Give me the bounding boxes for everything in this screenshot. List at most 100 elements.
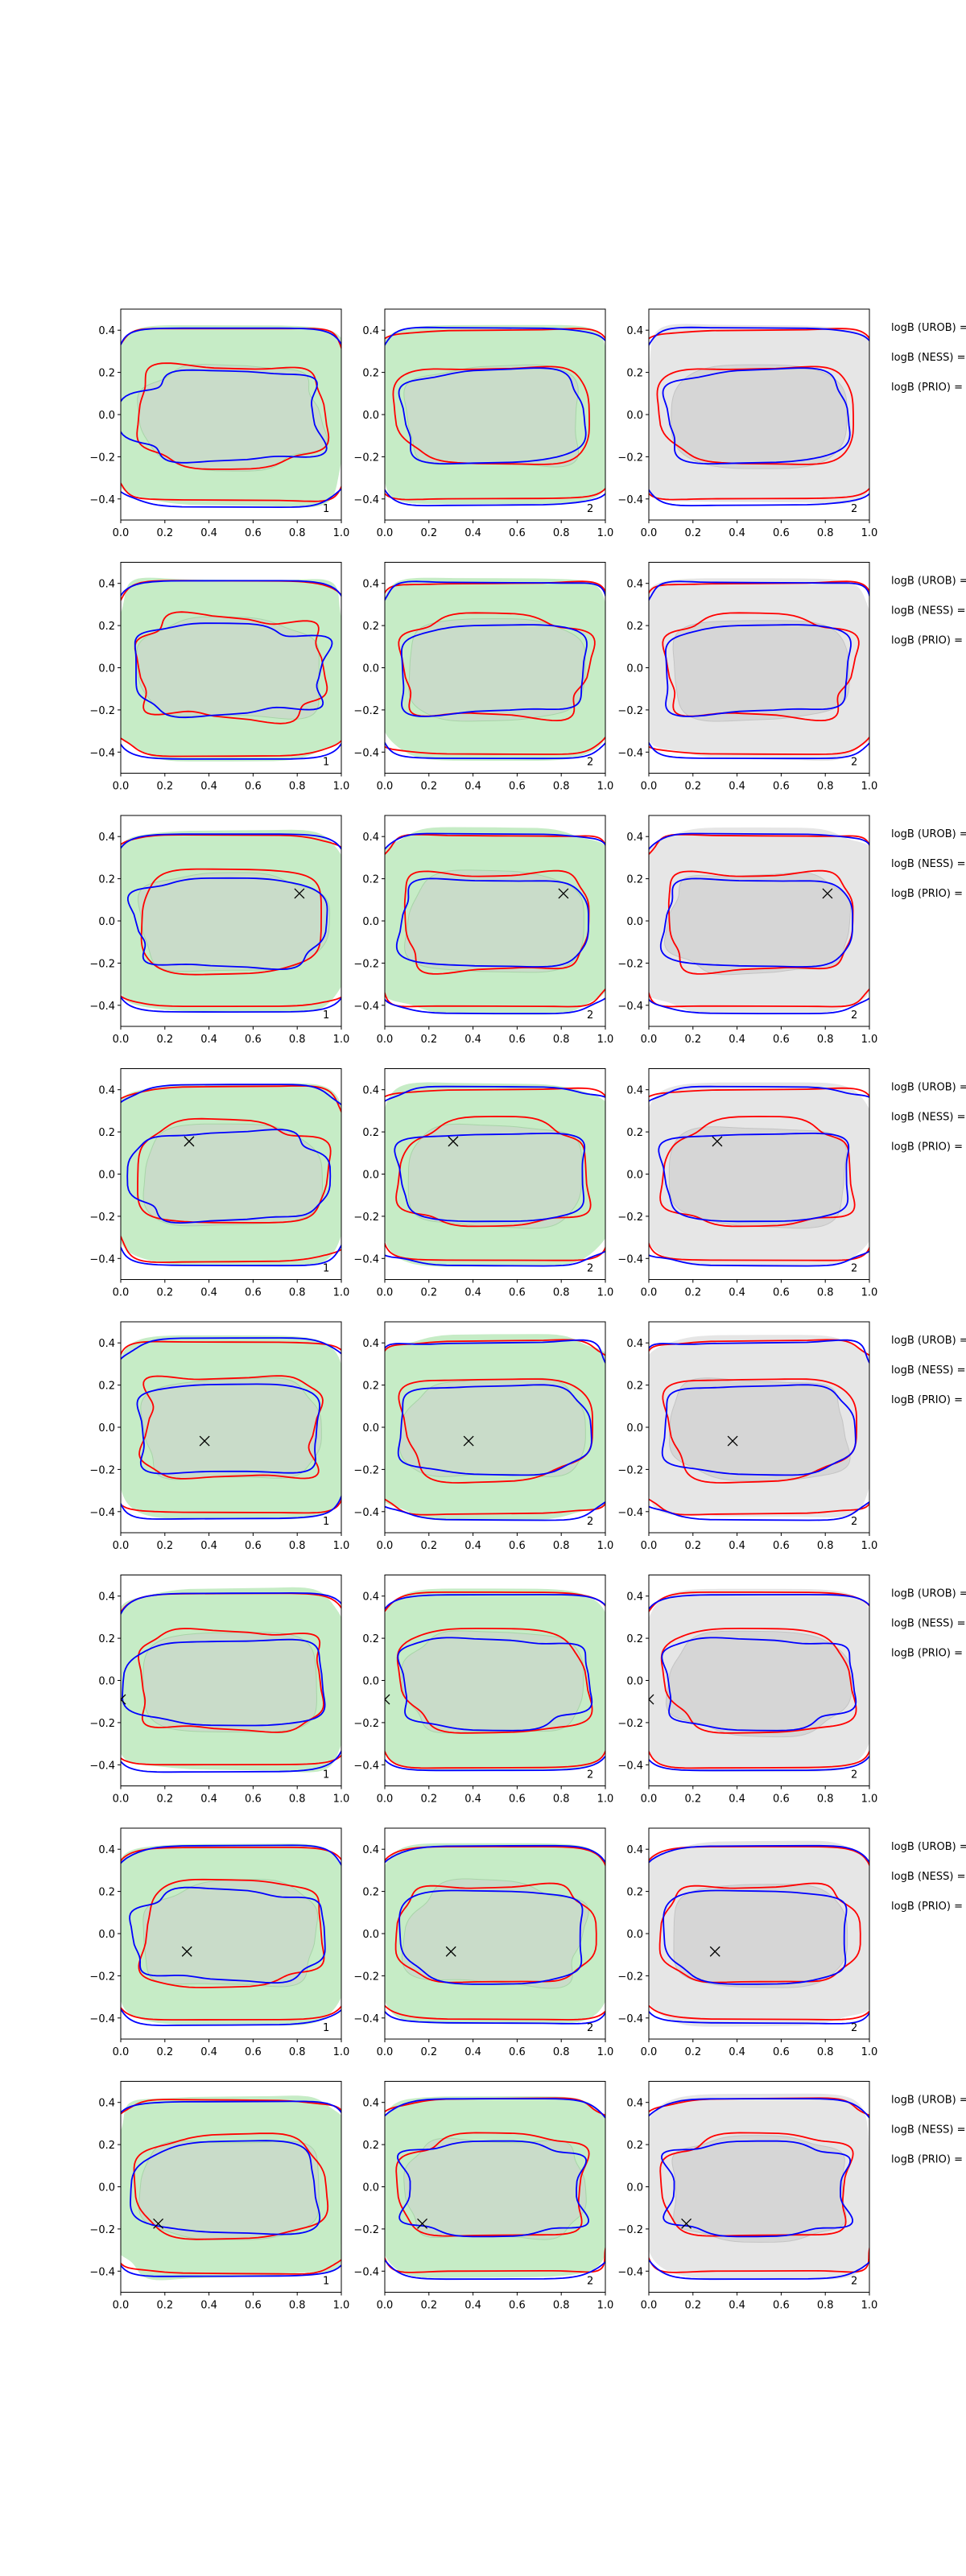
y-tick-label: −0.2 bbox=[353, 452, 379, 464]
x-tick-label: 0.8 bbox=[553, 1287, 570, 1299]
x-tick-label: 0.2 bbox=[156, 527, 173, 539]
inner-density-region bbox=[403, 364, 579, 468]
side-label: logB (UROB) = bbox=[891, 1335, 966, 1347]
red-inner-contour bbox=[138, 1878, 325, 1988]
x-tick-label: 0.6 bbox=[773, 1287, 790, 1299]
y-tick-label: 0.4 bbox=[98, 2098, 115, 2110]
blue-inner-contour bbox=[127, 877, 328, 970]
x-tick-label: 0.6 bbox=[773, 527, 790, 539]
x-tick-label: 0.4 bbox=[200, 527, 217, 539]
y-tick-label: −0.4 bbox=[89, 2013, 115, 2025]
x-tick-label: 1.0 bbox=[333, 781, 350, 793]
y-tick-label: 0.2 bbox=[626, 1381, 643, 1393]
x-tick-label: 0.0 bbox=[377, 527, 394, 539]
y-tick-label: 0.0 bbox=[362, 410, 379, 422]
y-tick-label: 0.4 bbox=[98, 1591, 115, 1604]
y-tick-label: −0.4 bbox=[89, 1760, 115, 1772]
x-tick-label: 1.0 bbox=[333, 1794, 350, 1806]
blue-inner-contour bbox=[397, 2140, 590, 2238]
y-tick-label: 0.2 bbox=[362, 1887, 379, 1899]
corner-label: 2 bbox=[851, 1263, 857, 1275]
y-tick-label: 0.4 bbox=[98, 579, 115, 591]
red-inner-contour bbox=[656, 365, 855, 465]
y-tick-label: 0.0 bbox=[362, 916, 379, 928]
corner-label: 1 bbox=[323, 1516, 329, 1528]
x-tick-label: 0.2 bbox=[684, 781, 701, 793]
side-label: logB (PRIO) = bbox=[891, 1901, 963, 1913]
side-label: logB (PRIO) = bbox=[891, 2154, 963, 2166]
y-tick-label: −0.2 bbox=[89, 1464, 115, 1476]
y-tick-label: −0.2 bbox=[89, 1718, 115, 1730]
corner-label: 2 bbox=[851, 1769, 857, 1781]
corner-label: 2 bbox=[587, 1263, 593, 1275]
side-label: logB (NESS) = bbox=[891, 1112, 965, 1124]
side-label: logB (NESS) = bbox=[891, 605, 965, 617]
x-tick-label: 0.8 bbox=[817, 1287, 834, 1299]
subplot-r3-c2: 2 0.0 0.2 0.4 0.6 0.8 1.0 0.4 0.2 0.0 −0.2 −0.4 bbox=[353, 815, 613, 1046]
y-tick-label: 0.2 bbox=[362, 368, 379, 380]
y-tick-label: 0.4 bbox=[98, 832, 115, 844]
y-tick-label: 0.4 bbox=[626, 325, 643, 337]
inner-density-region bbox=[668, 1126, 847, 1229]
x-marker bbox=[181, 1946, 192, 1957]
subplot-r6-c1: 1 0.0 0.2 0.4 0.6 0.8 1.0 0.4 0.2 0.0 −0.2 −0.4 bbox=[89, 1575, 349, 1806]
y-tick-label: 0.0 bbox=[362, 1676, 379, 1688]
red-inner-contour bbox=[392, 365, 591, 465]
y-tick-label: 0.0 bbox=[98, 1170, 115, 1182]
y-tick-label: −0.2 bbox=[617, 1971, 643, 1983]
x-tick-label: 0.8 bbox=[289, 781, 306, 793]
inner-density-region bbox=[407, 1123, 583, 1229]
corner-label: 1 bbox=[323, 1263, 329, 1275]
blue-outer-contour bbox=[385, 1844, 605, 2025]
inner-density-region bbox=[403, 2137, 587, 2240]
y-tick-label: −0.4 bbox=[89, 1253, 115, 1265]
x-tick-label: 1.0 bbox=[597, 2300, 614, 2312]
x-tick-label: 0.4 bbox=[200, 1794, 217, 1806]
x-tick-label: 0.0 bbox=[113, 1034, 130, 1046]
x-tick-label: 0.4 bbox=[729, 1794, 745, 1806]
x-tick-label: 1.0 bbox=[861, 781, 878, 793]
side-label: logB (PRIO) = bbox=[891, 1394, 963, 1406]
y-tick-label: −0.2 bbox=[89, 958, 115, 970]
blue-inner-contour bbox=[661, 2140, 854, 2238]
x-tick-label: 0.6 bbox=[245, 2300, 262, 2312]
x-tick-label: 0.8 bbox=[817, 527, 834, 539]
x-marker bbox=[649, 1694, 654, 1705]
y-tick-label: 0.2 bbox=[626, 1127, 643, 1139]
x-tick-label: 0.2 bbox=[684, 2046, 701, 2058]
x-tick-label: 0.6 bbox=[245, 1034, 262, 1046]
x-tick-label: 0.8 bbox=[289, 2046, 306, 2058]
x-tick-label: 0.6 bbox=[773, 1794, 790, 1806]
corner-label: 2 bbox=[587, 1516, 593, 1528]
corner-label: 1 bbox=[323, 1009, 329, 1022]
x-tick-label: 0.6 bbox=[773, 2300, 790, 2312]
red-inner-contour bbox=[659, 2132, 854, 2237]
x-tick-label: 0.8 bbox=[553, 1540, 570, 1552]
blue-outer-contour bbox=[121, 833, 341, 1013]
red-outer-contour bbox=[649, 328, 869, 501]
subplot-r1-c2: 2 0.0 0.2 0.4 0.6 0.8 1.0 0.4 0.2 0.0 −0.2 −0.4 bbox=[353, 308, 613, 539]
y-tick-label: −0.4 bbox=[617, 1507, 643, 1519]
side-label: logB (NESS) = bbox=[891, 1871, 965, 1883]
subplot-r8-c2: 2 0.0 0.2 0.4 0.6 0.8 1.0 0.4 0.2 0.0 −0.2 −0.4 bbox=[353, 2081, 614, 2312]
x-tick-label: 0.8 bbox=[817, 2046, 834, 2058]
x-tick-label: 0.4 bbox=[729, 527, 745, 539]
y-tick-label: −0.4 bbox=[617, 747, 643, 759]
x-tick-label: 0.4 bbox=[464, 781, 481, 793]
inner-density-region bbox=[672, 620, 850, 722]
x-tick-label: 0.6 bbox=[509, 1287, 526, 1299]
x-tick-label: 0.2 bbox=[156, 1287, 173, 1299]
red-outer-contour bbox=[121, 328, 341, 502]
x-tick-label: 0.2 bbox=[684, 2300, 701, 2312]
red-outer-contour bbox=[649, 1845, 869, 2021]
red-inner-contour bbox=[138, 1628, 324, 1733]
x-tick-label: 0.4 bbox=[464, 2046, 481, 2058]
red-inner-contour bbox=[667, 869, 854, 975]
y-tick-label: −0.2 bbox=[353, 958, 379, 970]
blue-outer-contour bbox=[121, 327, 341, 509]
red-inner-contour bbox=[662, 1378, 858, 1484]
y-tick-label: −0.2 bbox=[353, 705, 379, 717]
red-inner-contour bbox=[398, 1378, 594, 1484]
corner-label: 2 bbox=[587, 2276, 593, 2288]
x-tick-label: 1.0 bbox=[333, 2046, 350, 2058]
